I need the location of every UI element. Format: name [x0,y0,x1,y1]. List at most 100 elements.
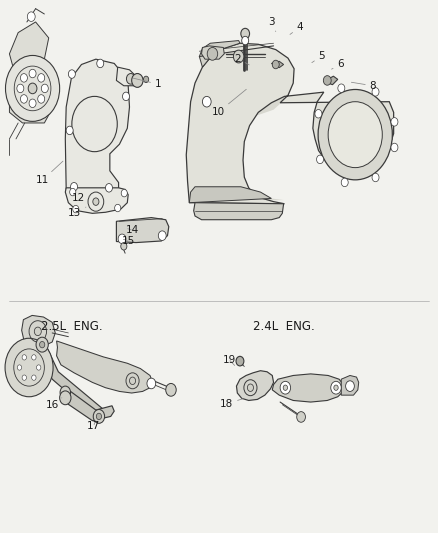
Text: 2.5L  ENG.: 2.5L ENG. [41,320,102,333]
Text: 1: 1 [133,78,161,89]
Circle shape [71,182,78,191]
Circle shape [328,102,382,167]
Polygon shape [199,41,240,67]
Text: 6: 6 [332,60,344,69]
Circle shape [28,83,37,94]
Circle shape [247,384,254,391]
Polygon shape [21,316,55,348]
Circle shape [283,385,288,390]
Circle shape [41,84,48,93]
Circle shape [60,386,71,399]
Circle shape [144,76,149,83]
Circle shape [317,155,324,164]
Text: 2: 2 [234,54,249,65]
Circle shape [21,95,28,103]
Circle shape [297,411,305,422]
Text: 3: 3 [268,17,276,31]
Text: 2.4L  ENG.: 2.4L ENG. [253,320,314,333]
Circle shape [132,74,143,87]
Circle shape [391,143,398,152]
Circle shape [68,70,75,78]
Circle shape [241,28,250,39]
Polygon shape [272,61,284,68]
Circle shape [93,198,99,205]
Circle shape [272,60,279,69]
Circle shape [315,109,322,118]
Circle shape [36,365,41,370]
Circle shape [166,383,176,396]
Text: 17: 17 [87,421,100,431]
Circle shape [121,189,127,197]
Polygon shape [57,341,152,393]
Text: 13: 13 [68,207,86,219]
Text: 18: 18 [220,399,243,409]
Circle shape [202,96,211,107]
Circle shape [346,381,354,391]
Circle shape [17,365,21,370]
Circle shape [34,327,41,336]
Polygon shape [237,370,274,400]
Circle shape [123,92,130,101]
Circle shape [106,183,113,192]
Circle shape [96,413,102,419]
Circle shape [22,375,26,380]
Polygon shape [117,217,169,243]
Polygon shape [63,391,114,421]
Circle shape [32,375,36,380]
Polygon shape [10,80,53,123]
Circle shape [207,47,218,60]
Polygon shape [10,22,49,75]
Text: 12: 12 [72,193,90,204]
Text: 4: 4 [290,22,303,35]
Polygon shape [194,203,284,220]
Circle shape [21,74,28,82]
Text: 8: 8 [351,81,376,91]
Circle shape [334,385,338,390]
Text: 10: 10 [212,90,246,117]
Polygon shape [65,188,128,213]
Circle shape [29,99,36,108]
Circle shape [38,95,45,103]
Circle shape [127,74,135,84]
Polygon shape [187,55,288,203]
Text: 5: 5 [312,51,325,63]
Circle shape [6,55,60,122]
Circle shape [97,59,104,68]
Circle shape [158,231,166,240]
Circle shape [38,74,45,82]
Circle shape [29,69,36,78]
Circle shape [323,76,331,85]
Circle shape [242,36,249,45]
Circle shape [338,84,345,92]
Text: 19: 19 [223,354,236,366]
Circle shape [60,391,71,405]
Circle shape [36,337,48,352]
Polygon shape [272,374,343,402]
Circle shape [341,178,348,187]
Polygon shape [189,187,272,203]
Circle shape [372,87,379,96]
Polygon shape [324,76,338,85]
Circle shape [121,243,127,250]
Circle shape [32,355,36,360]
Circle shape [115,204,121,212]
Circle shape [93,409,105,423]
Text: 15: 15 [122,236,135,246]
Circle shape [27,12,35,21]
Circle shape [17,84,24,93]
Circle shape [331,381,341,394]
Circle shape [236,357,244,366]
Circle shape [280,381,290,394]
Circle shape [5,338,53,397]
Circle shape [130,377,136,384]
Circle shape [372,173,379,182]
Polygon shape [65,59,130,189]
Polygon shape [117,67,136,86]
Polygon shape [201,46,224,59]
Polygon shape [186,43,394,204]
Circle shape [39,342,45,348]
Circle shape [22,355,26,360]
Circle shape [147,378,155,389]
Circle shape [391,118,398,126]
Text: 14: 14 [126,225,139,236]
